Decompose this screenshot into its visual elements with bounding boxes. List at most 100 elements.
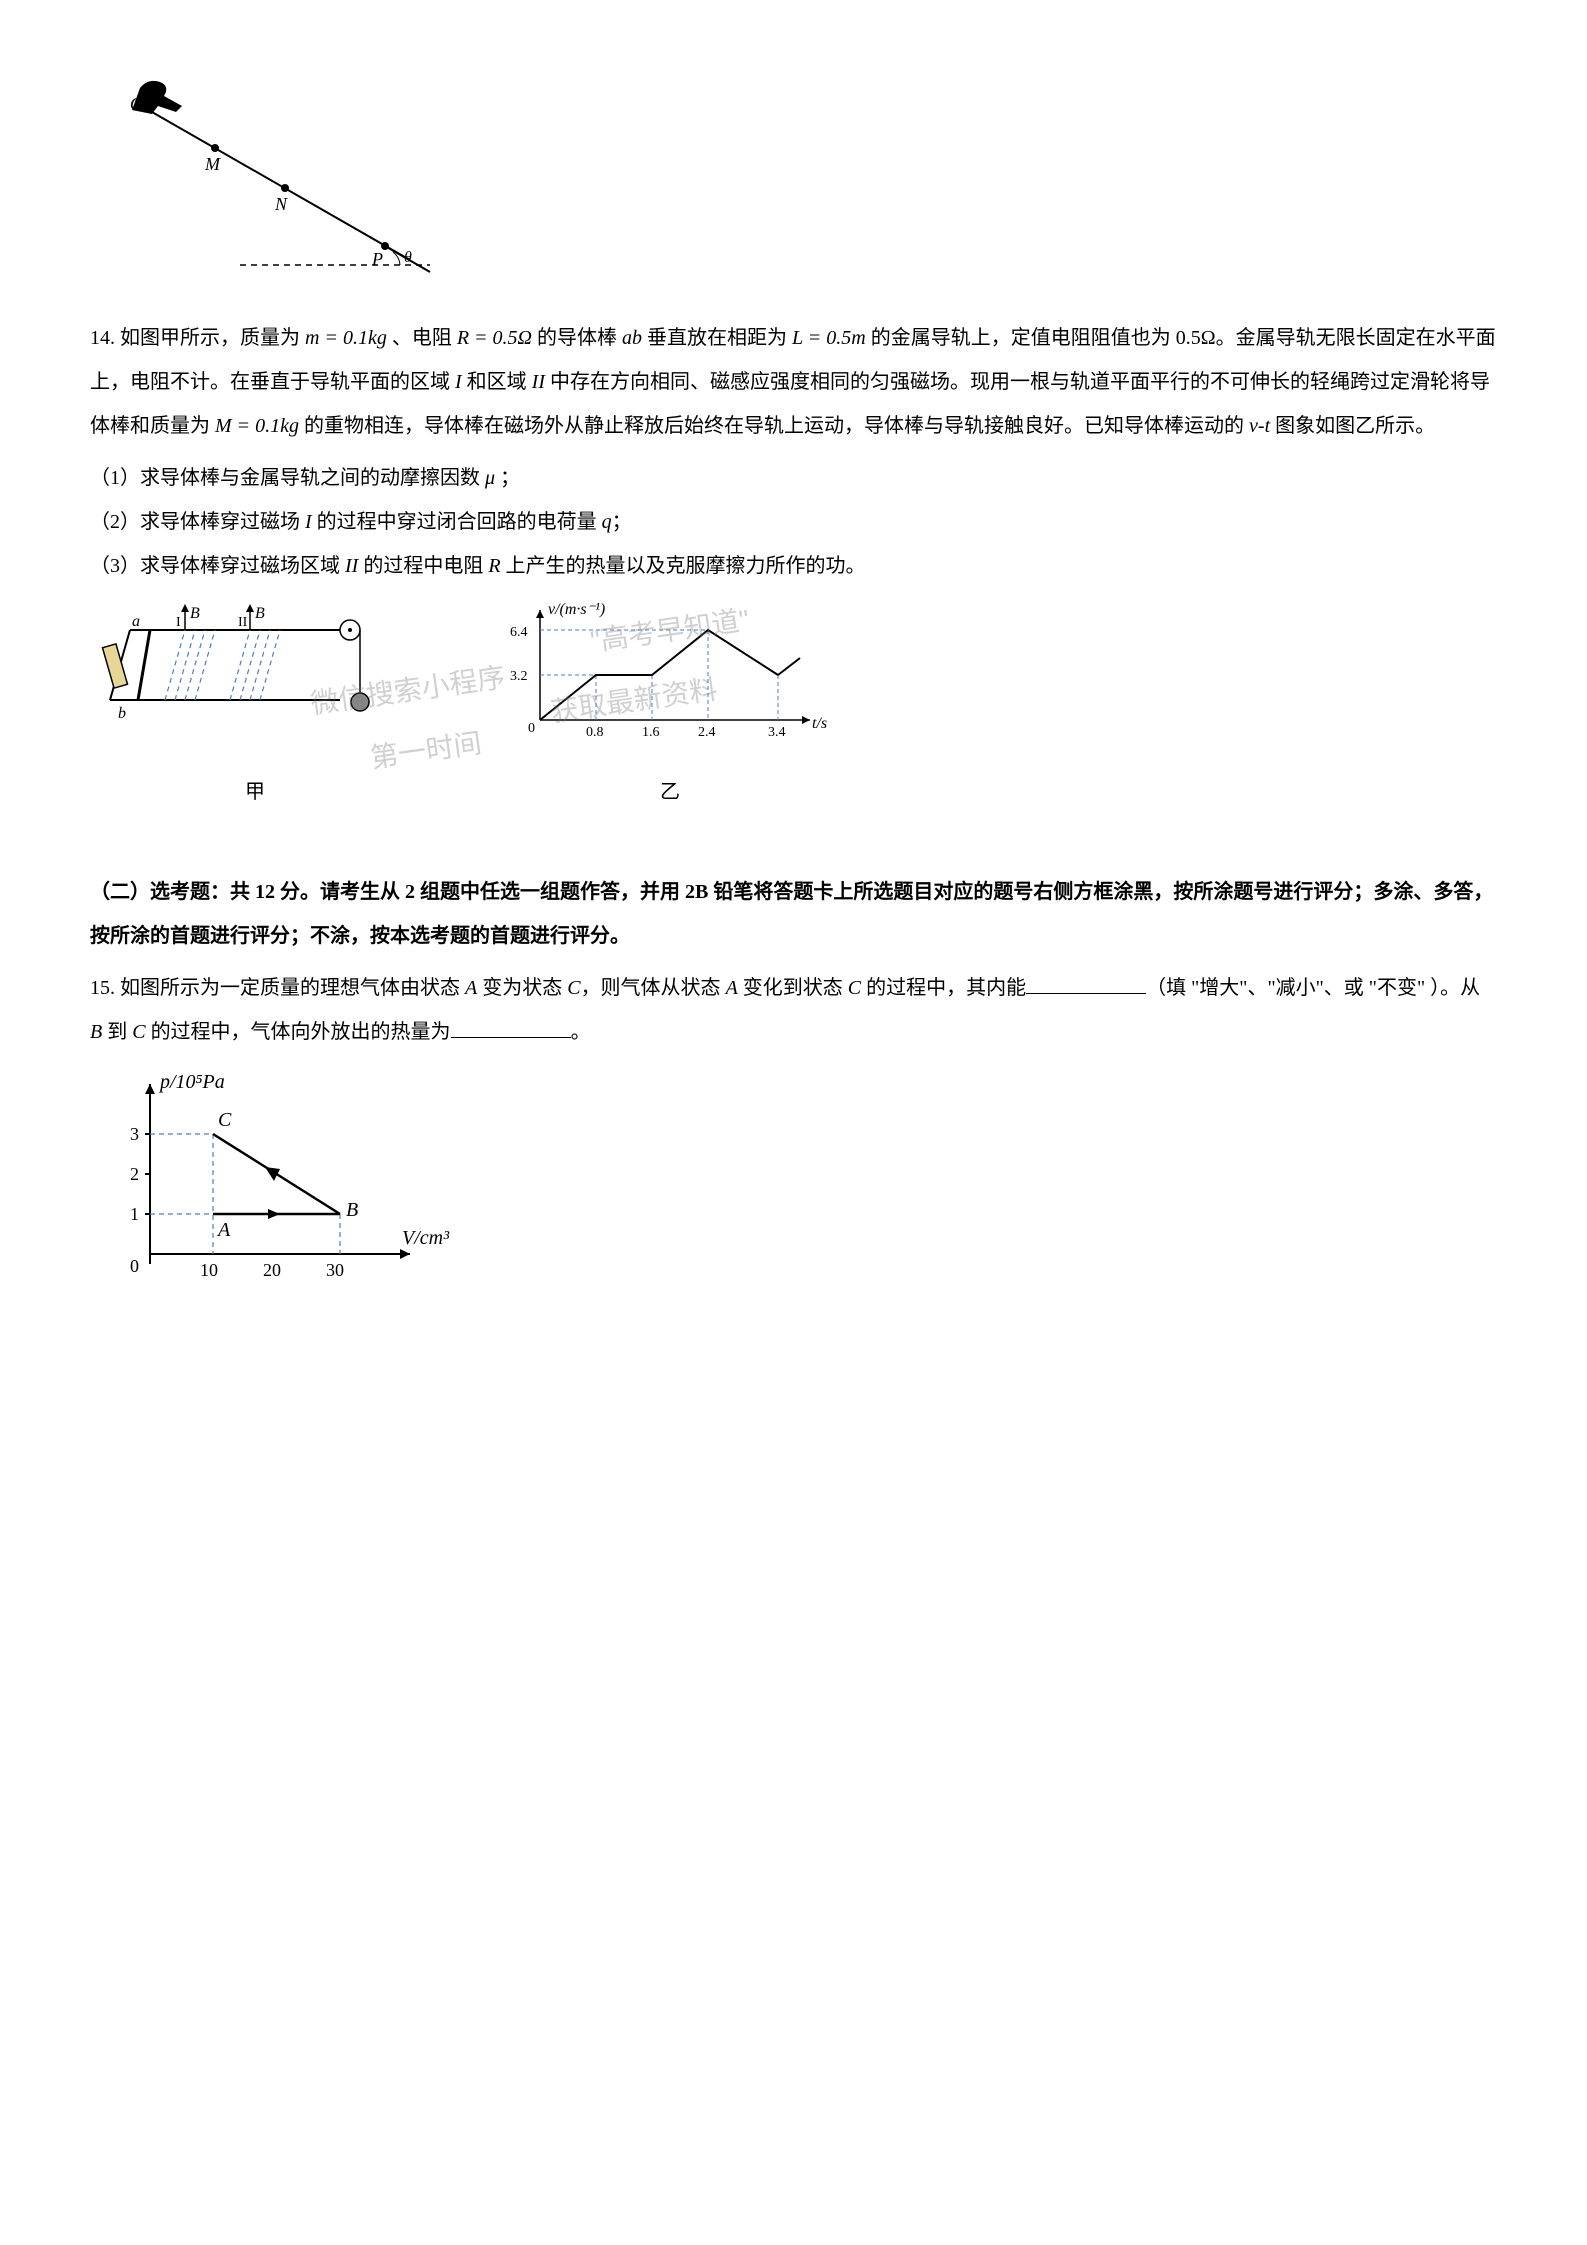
q14-r2: II	[532, 371, 545, 393]
incline-line	[138, 104, 410, 260]
pv-svg: p/10⁵Pa V/cm³ 0 1 2 3 10 20 30 A B C	[90, 1064, 470, 1294]
q14-sub3-mid: 的过程中电阻	[358, 555, 488, 577]
q14-number: 14.	[90, 327, 115, 349]
q14-mu: μ	[485, 467, 495, 489]
pulley-center	[348, 628, 352, 632]
vt-xlabel: t/s	[812, 715, 827, 732]
q14-sub2-r: I	[305, 511, 312, 533]
pv-xarrow	[400, 1249, 410, 1259]
arrow-B2-head	[246, 604, 254, 612]
q15-A1: A	[465, 977, 477, 999]
q14-t4: 垂直放在相距为	[642, 327, 792, 349]
label-M: M	[204, 154, 221, 174]
q14-sub3: （3）求导体棒穿过磁场区域 II 的过程中电阻 R 上产生的热量以及克服摩擦力所…	[90, 544, 1497, 588]
q15-C2: C	[848, 977, 861, 999]
label-region2: II	[238, 615, 248, 630]
pv-xtick-20: 20	[263, 1260, 281, 1280]
pv-figure: p/10⁵Pa V/cm³ 0 1 2 3 10 20 30 A B C	[90, 1064, 1497, 1310]
xtick-3.4: 3.4	[768, 725, 786, 740]
ytick-6.4: 6.4	[510, 625, 528, 640]
pv-origin: 0	[130, 1256, 139, 1276]
conductor-bar	[138, 630, 150, 700]
pv-ytick-2: 2	[130, 1164, 139, 1184]
angle-label: θ	[404, 249, 412, 266]
vt-origin: 0	[528, 721, 535, 736]
circuit-caption: 甲	[90, 770, 420, 814]
pv-ytick-1: 1	[130, 1204, 139, 1224]
circuit-figure-container: a b B I B II	[90, 600, 420, 814]
label-P: P	[371, 249, 383, 269]
pv-xtick-30: 30	[326, 1260, 344, 1280]
label-B2: B	[255, 605, 265, 622]
pv-yarrow	[145, 1084, 155, 1094]
q15-C3: C	[132, 1021, 145, 1043]
q14-sub1: （1）求导体棒与金属导轨之间的动摩擦因数 μ ；	[90, 456, 1497, 500]
q15-blank1[interactable]	[1026, 970, 1146, 994]
q14-t7: 和区域	[462, 371, 527, 393]
q14-sub2-mid: 的过程中穿过闭合回路的电荷量	[312, 511, 602, 533]
q15-C1: C	[567, 977, 580, 999]
q14-sub1-end: ；	[495, 467, 520, 489]
q14-sub2-end: ；	[612, 511, 632, 533]
point-O	[147, 107, 153, 113]
q14-sub2-text: （2）求导体棒穿过磁场	[90, 511, 305, 533]
pv-label-C: C	[218, 1109, 232, 1131]
q15-t6: 到	[102, 1021, 132, 1043]
q15-A2: A	[726, 977, 738, 999]
q14-vt: v-t	[1249, 415, 1270, 437]
q14-t9: 的重物相连，导体棒在磁场外从静止释放后始终在导轨上运动，导体棒与导轨接触良好。已…	[299, 415, 1249, 437]
q15-B: B	[90, 1021, 102, 1043]
pv-label-B: B	[346, 1199, 358, 1221]
q14-t2: 、电阻	[387, 327, 457, 349]
q15-t3: ，则气体从状态	[581, 977, 726, 999]
q14-M: M = 0.1kg	[215, 415, 299, 437]
weight-icon	[351, 693, 369, 711]
q14-sub2: （2）求导体棒穿过磁场 I 的过程中穿过闭合回路的电荷量 q；	[90, 500, 1497, 544]
pv-arrow-AB	[268, 1209, 280, 1219]
xtick-2.4: 2.4	[698, 725, 716, 740]
section2-heading: （二）选考题：共 12 分。请考生从 2 组题中任选一组题作答，并用 2B 铅笔…	[90, 870, 1497, 958]
q14-stem: 14. 如图甲所示，质量为 m = 0.1kg 、电阻 R = 0.5Ω 的导体…	[90, 316, 1497, 448]
q14-sub3-r: II	[345, 555, 358, 577]
q15-blank2[interactable]	[451, 1014, 571, 1038]
pv-xtick-10: 10	[200, 1260, 218, 1280]
vt-svg: v/(m·s⁻¹) t/s 0 3.2 6.4 0.8 1.6 2.4 3.4	[500, 600, 840, 750]
xtick-0.8: 0.8	[586, 725, 604, 740]
q15-t1: 如图所示为一定质量的理想气体由状态	[120, 977, 465, 999]
q14-R: R = 0.5Ω	[457, 327, 532, 349]
label-B1: B	[190, 605, 200, 622]
y-axis-arrow	[536, 610, 544, 618]
q15-number: 15.	[90, 977, 115, 999]
label-region1: I	[176, 615, 181, 630]
q14-L: L = 0.5m	[792, 327, 866, 349]
q14-Rlbl: R	[488, 555, 500, 577]
vt-caption: 乙	[500, 770, 840, 814]
vt-guides	[540, 630, 778, 720]
incline-figure: O M N P θ	[90, 70, 1497, 306]
q14-sub1-text: （1）求导体棒与金属导轨之间的动摩擦因数	[90, 467, 485, 489]
vt-ylabel: v/(m·s⁻¹)	[548, 601, 605, 618]
arrow-B1-head	[181, 604, 189, 612]
q14-figures-row: a b B I B II	[90, 600, 1497, 814]
ytick-3.2: 3.2	[510, 669, 528, 684]
vt-figure-container: v/(m·s⁻¹) t/s 0 3.2 6.4 0.8 1.6 2.4 3.4	[500, 600, 840, 814]
x-axis-arrow	[802, 716, 810, 724]
q15-stem: 15. 如图所示为一定质量的理想气体由状态 A 变为状态 C，则气体从状态 A …	[90, 966, 1497, 1054]
q15-t7: 的过程中，气体向外放出的热量为	[146, 1021, 451, 1043]
pv-ylabel: p/10⁵Pa	[158, 1071, 225, 1093]
q15-hint: （填 "增大"、"减小"、或 "不变" ）。从	[1146, 977, 1480, 999]
q15-t5: 的过程中，其内能	[861, 977, 1026, 999]
q15-end: 。	[571, 1021, 591, 1043]
label-a: a	[132, 613, 140, 630]
xtick-1.6: 1.6	[642, 725, 660, 740]
label-b: b	[118, 705, 126, 722]
q14-ab: ab	[622, 327, 642, 349]
q14-q: q	[602, 511, 612, 533]
hatch-group	[165, 630, 280, 700]
pv-label-A: A	[216, 1219, 231, 1241]
label-O: O	[130, 94, 143, 114]
incline-svg: O M N P θ	[90, 70, 450, 290]
pv-ytick-3: 3	[130, 1124, 139, 1144]
point-M	[211, 144, 219, 152]
q14-t3: 的导体棒	[532, 327, 622, 349]
